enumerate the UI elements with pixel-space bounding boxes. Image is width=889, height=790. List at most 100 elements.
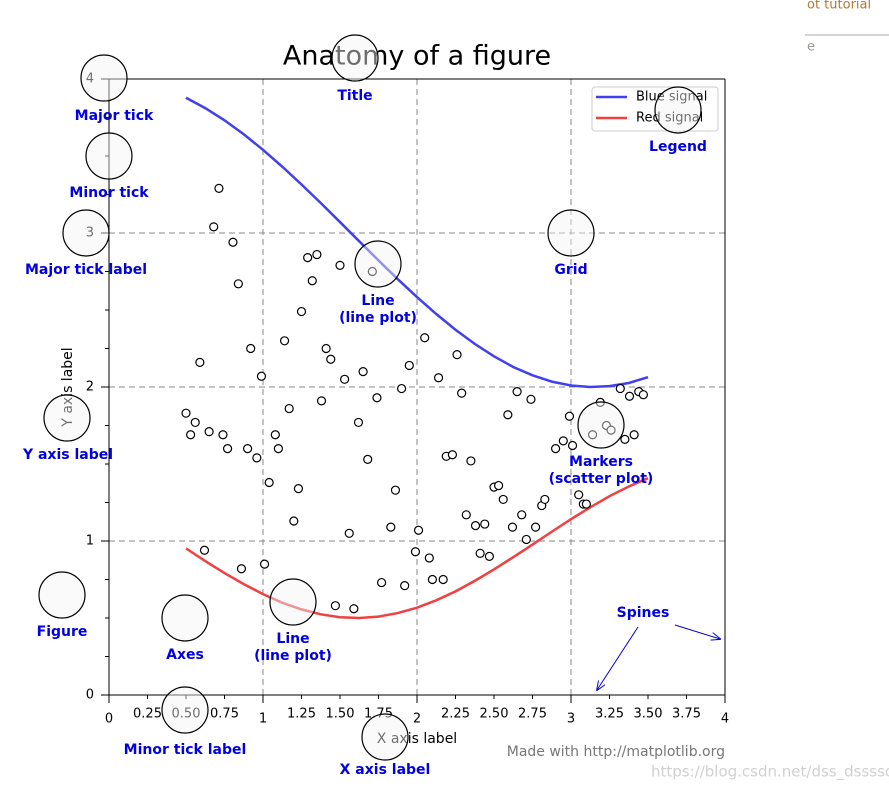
scatter-marker xyxy=(517,510,527,520)
annotation-arrow xyxy=(674,624,720,639)
annotation-circle xyxy=(361,713,409,761)
scatter-marker xyxy=(335,260,345,270)
scatter-marker xyxy=(512,387,522,397)
scatter-marker xyxy=(397,383,407,394)
legend-label: Blue signal xyxy=(636,90,707,105)
annotation-label: Major tick xyxy=(75,108,154,124)
x-minor-tick-label: 3.75 xyxy=(672,707,701,722)
annotation-circle xyxy=(80,54,128,102)
scatter-marker xyxy=(390,485,401,495)
annotation-line: (line plot) xyxy=(254,648,332,664)
scatter-marker xyxy=(199,545,210,555)
scatter-marker xyxy=(413,525,424,535)
scatter-marker xyxy=(270,430,280,440)
scatter-marker xyxy=(256,371,267,381)
annotation-label: Axes xyxy=(166,647,204,663)
x-minor-tick-label: 3.50 xyxy=(634,707,663,722)
scatter-marker xyxy=(461,510,471,520)
scatter-marker xyxy=(530,522,541,532)
annotation-label: Figure xyxy=(37,624,88,640)
annotation-line: Line xyxy=(276,631,309,647)
scatter-marker xyxy=(438,574,448,585)
scatter-marker xyxy=(252,453,262,463)
annotation-circle xyxy=(161,594,209,642)
scatter-marker xyxy=(376,577,387,588)
scatter-marker xyxy=(293,484,304,494)
scatter-marker xyxy=(264,477,274,488)
annotation-arrow xyxy=(597,626,639,690)
x-minor-tick-label: 2.50 xyxy=(480,707,509,722)
scatter-marker xyxy=(367,266,377,277)
scatter-marker xyxy=(521,534,531,545)
scatter-marker xyxy=(624,391,635,401)
line-series xyxy=(185,477,649,620)
scatter-marker xyxy=(503,410,513,420)
scatter-marker xyxy=(209,222,219,232)
scatter-marker xyxy=(526,394,536,404)
scatter-marker xyxy=(452,350,462,360)
scatter-marker xyxy=(498,494,508,505)
annotation-label: X axis label xyxy=(340,762,431,778)
annotation-circle xyxy=(547,209,595,257)
annotation-line: Markers xyxy=(569,454,633,470)
x-minor-tick-label: 3.25 xyxy=(595,707,624,722)
annotation-label: Minor tick label xyxy=(124,742,247,758)
scatter-marker xyxy=(507,522,518,532)
scatter-marker xyxy=(330,601,340,611)
annotation-label: Major tick label xyxy=(25,262,147,278)
scatter-marker xyxy=(190,417,200,428)
scatter-marker xyxy=(587,430,598,440)
scatter-marker xyxy=(457,388,467,398)
x-tick-label: 2 xyxy=(413,712,421,727)
scatter-marker xyxy=(404,360,414,371)
annotation-line: (scatter plot) xyxy=(549,471,654,487)
header-fragment: e xyxy=(807,40,815,55)
scatter-marker xyxy=(433,373,444,383)
y-tick-label: 4 xyxy=(86,72,94,87)
scatter-marker xyxy=(233,279,243,289)
x-tick-label: 1 xyxy=(259,712,267,727)
scatter-marker xyxy=(349,604,359,614)
x-minor-tick-label: 2.25 xyxy=(441,707,470,722)
scatter-marker xyxy=(574,490,584,500)
scatter-marker xyxy=(475,548,485,558)
scatter-marker xyxy=(581,499,592,509)
scatter-marker xyxy=(228,237,238,247)
footer: Made with http://matplotlib.org xyxy=(507,744,725,760)
scatter-marker xyxy=(567,440,578,451)
scatter-marker xyxy=(400,581,410,591)
annotation-circle xyxy=(62,209,110,257)
annotation-label: Grid xyxy=(554,262,587,278)
scatter-marker xyxy=(316,396,327,406)
scatter-marker xyxy=(246,343,256,354)
legend-label: Red signal xyxy=(636,111,703,126)
x-minor-tick-label: 0.50 xyxy=(172,707,201,722)
scatter-marker xyxy=(326,354,336,364)
scatter-marker xyxy=(218,430,228,440)
scatter-marker xyxy=(615,383,625,394)
scatter-marker xyxy=(195,357,205,367)
header-fragment: ot tutorial xyxy=(807,0,871,13)
scatter-marker xyxy=(372,393,382,403)
annotation-label: Spines xyxy=(617,605,670,621)
scatter-marker xyxy=(620,434,630,444)
scatter-marker xyxy=(243,444,253,454)
scatter-marker xyxy=(181,408,191,418)
scatter-marker xyxy=(470,520,481,531)
y-axis-label: Y axis label xyxy=(60,347,76,427)
scatter-marker xyxy=(420,333,430,343)
scatter-marker xyxy=(340,374,350,384)
annotation-circle xyxy=(654,86,702,134)
y-tick-label: 2 xyxy=(86,380,94,395)
x-minor-tick-label: 0.75 xyxy=(210,707,239,722)
annotation-circle xyxy=(269,578,317,626)
annotation-circle xyxy=(161,686,209,734)
annotation-line: (line plot) xyxy=(339,310,417,326)
scatter-marker xyxy=(540,494,550,505)
line-series xyxy=(185,96,649,389)
scatter-marker xyxy=(353,417,364,428)
annotation-line: Line xyxy=(361,293,394,309)
x-tick-label: 4 xyxy=(721,712,729,727)
x-minor-tick-label: 1.75 xyxy=(364,707,393,722)
